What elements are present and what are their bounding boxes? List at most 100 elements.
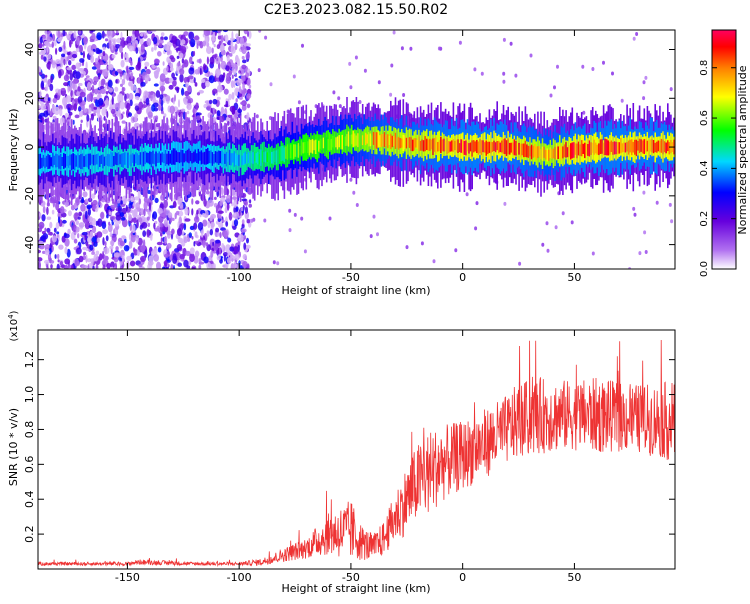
- spectrogram-noise-cell: [166, 65, 169, 72]
- spectrogram-ridge-cell: [632, 141, 635, 153]
- spectrogram-noise-cell: [88, 216, 93, 223]
- spectrogram-noise-cell: [241, 228, 247, 233]
- spectrogram-noise-cell: [668, 202, 672, 207]
- spectrogram-noise-cell: [119, 113, 122, 121]
- spectrogram-noise-cell: [122, 111, 125, 115]
- spectrogram-noise-cell: [227, 237, 232, 243]
- spectrogram-ridge-cell: [393, 136, 395, 147]
- spectrogram-ridge-cell: [363, 132, 365, 149]
- spectrogram-noise-cell: [172, 76, 177, 81]
- spectrogram-noise-cell: [121, 120, 126, 124]
- spectrogram-ridge-cell: [327, 139, 329, 151]
- spectrogram-ridge-cell: [103, 156, 106, 167]
- spectrogram-ridge-cell: [189, 150, 192, 162]
- spectrogram-ridge-cell: [296, 145, 298, 158]
- spectrogram-noise-cell: [111, 43, 114, 51]
- spectrogram-noise-cell: [159, 94, 164, 100]
- spectrogram-ridge-cell: [271, 151, 273, 164]
- spectrogram-noise-cell: [541, 242, 545, 247]
- spectrogram-ridge-cell: [585, 143, 588, 156]
- spectrogram-ridge-cell: [336, 136, 339, 150]
- spectrogram-noise-cell: [473, 67, 477, 72]
- spectrogram-noise-cell: [354, 55, 358, 60]
- spectrogram-ridge-cell: [89, 153, 92, 166]
- spectrogram-ridge-cell: [607, 140, 610, 156]
- spectrogram-noise-cell: [193, 241, 196, 247]
- spectrogram-noise-cell: [71, 57, 75, 62]
- spectrogram-ridge-cell: [128, 155, 131, 166]
- spectrogram-noise-cell: [162, 61, 165, 66]
- spectrogram-noise-cell: [642, 80, 646, 85]
- spectrogram-noise-cell: [176, 55, 180, 60]
- spectrogram-noise-cell: [236, 88, 239, 97]
- x-tick-label: -100: [227, 571, 252, 584]
- spectrogram-noise-cell: [147, 222, 151, 227]
- spectrogram-noise-cell: [121, 78, 126, 86]
- spectrogram-ridge-cell: [637, 140, 639, 151]
- spectrogram-noise-cell: [220, 43, 224, 51]
- colorbar: 0.0 0.2 0.4 0.6 0.8 Normalized spectral ampl…: [699, 29, 749, 277]
- spectrogram-ridge-cell: [310, 139, 312, 153]
- spectrogram-noise-cell: [128, 81, 133, 87]
- spectrogram-noise-cell: [68, 60, 72, 66]
- spectrogram-noise-cell: [107, 79, 113, 88]
- spectrogram-ridge-cell: [274, 150, 276, 163]
- spectrogram-noise-cell: [222, 30, 229, 33]
- spectrogram-noise-cell: [611, 71, 614, 76]
- spectrogram-noise-cell: [223, 254, 226, 262]
- spectrogram-ridge-cell: [332, 135, 334, 148]
- spectrogram-ridge-cell: [668, 142, 671, 155]
- spectrogram-ridge-cell: [413, 138, 416, 151]
- spectrogram-ticks: -150 -100 -50 0 50 -40 -20 0 20 40: [23, 30, 675, 284]
- spectrogram-ridge-cell: [616, 142, 619, 155]
- spectrogram-ridge-cell: [610, 140, 613, 152]
- spectrogram-noise-cell: [212, 98, 218, 105]
- spectrogram-noise-cell: [188, 232, 192, 238]
- spectrogram-ridge-cell: [620, 138, 622, 154]
- spectrogram-noise-cell: [38, 221, 45, 229]
- x-tick-label: -150: [115, 571, 140, 584]
- spectrogram-noise-cell: [46, 36, 53, 42]
- spectrogram-noise-cell: [94, 88, 99, 95]
- spectrogram-noise-cell: [235, 54, 239, 63]
- spectrogram-noise-cell: [389, 92, 393, 97]
- spectrogram-noise-cell: [53, 39, 57, 47]
- spectrogram-noise-cell: [231, 92, 235, 100]
- spectrogram-ridge-cell: [601, 139, 603, 154]
- spectrogram-noise-cell: [109, 103, 112, 111]
- y-tick-label: 0.2: [23, 525, 36, 543]
- spectrogram-ridge-cell: [205, 149, 207, 165]
- spectrogram-ridge-cell: [255, 153, 258, 163]
- spectrogram-ridge-cell: [382, 134, 384, 147]
- spectrogram-noise-cell: [229, 37, 235, 41]
- spectrogram-noise-cell: [75, 47, 80, 53]
- spectrogram-noise-cell: [38, 261, 41, 269]
- spectrogram-noise-cell: [42, 206, 46, 214]
- snr-x-label: Height of straight line (km): [281, 582, 430, 595]
- spectrogram-noise-cell: [503, 201, 507, 206]
- spectrogram-noise-cell: [95, 250, 100, 256]
- spectrogram-noise-cell: [168, 84, 174, 90]
- spectrogram-noise-cell: [355, 203, 359, 207]
- spectrogram-ridge-cell: [548, 149, 550, 162]
- spectrogram-noise-cell: [144, 91, 150, 96]
- spectrogram-noise-cell: [363, 68, 367, 73]
- spectrogram-noise-cell: [87, 264, 90, 269]
- spectrogram-noise-cell: [117, 205, 123, 214]
- spectrogram-noise-cell: [138, 198, 142, 205]
- spectrogram-noise-cell: [44, 249, 50, 256]
- spectrogram-ridge-cell: [207, 147, 209, 165]
- spectrogram-ridge-cell: [595, 142, 597, 154]
- spectrogram-noise-cell: [300, 216, 304, 221]
- spectrogram-noise-cell: [554, 225, 558, 230]
- spectrogram-noise-cell: [183, 236, 188, 244]
- spectrogram-ridge-cell: [183, 153, 186, 163]
- spectrogram-ridge-cell: [399, 138, 401, 149]
- spectrogram-noise-cell: [292, 74, 296, 79]
- spectrogram-noise-cell: [115, 30, 119, 34]
- spectrogram-noise-cell: [46, 216, 52, 220]
- spectrogram-noise-cell: [171, 72, 176, 79]
- spectrogram-ridge-cell: [529, 146, 531, 157]
- spectrogram-noise-cell: [97, 218, 103, 228]
- spectrogram-noise-cell: [62, 219, 67, 224]
